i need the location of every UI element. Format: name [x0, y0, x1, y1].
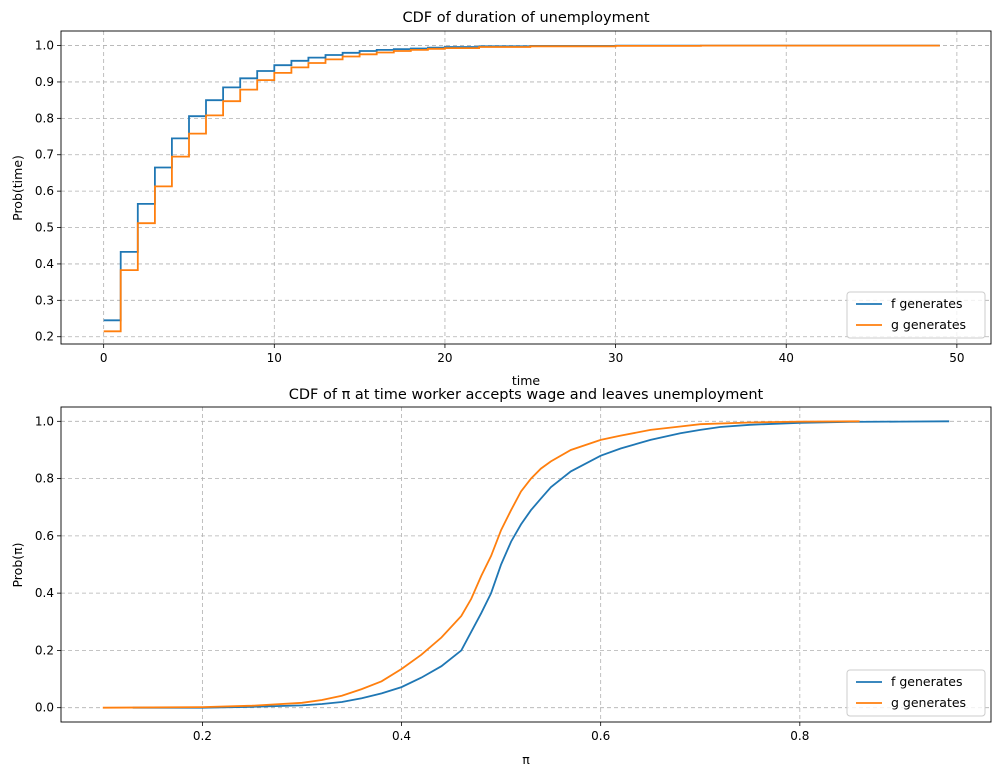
- axes-frame: [60, 406, 992, 723]
- series-group: [103, 44, 940, 333]
- y-axis-label: Prob(time): [10, 155, 25, 221]
- tick-group: 0 10 20 30 40 50 0.2 0.3 0.4 0.5 0.6 0.7 0.8 0.9 1.0: [35, 39, 965, 365]
- y-tick-label: 0.6: [35, 529, 54, 543]
- x-tick-label: 30: [608, 351, 623, 365]
- y-tick-label: 0.6: [35, 184, 54, 198]
- x-tick-label: 0.6: [591, 729, 610, 743]
- x-tick-label: 0.4: [392, 729, 411, 743]
- x-tick-label: 10: [267, 351, 282, 365]
- axes-frame: [60, 30, 992, 345]
- y-tick-label: 0.5: [35, 221, 54, 235]
- series-line-g: [103, 44, 940, 333]
- x-tick-label: 0.2: [193, 729, 212, 743]
- subplot-duration-cdf: CDF of duration of unemployment 0 10 20 30 4…: [10, 10, 992, 388]
- y-tick-label: 0.8: [35, 111, 54, 125]
- x-tick-label: 40: [779, 351, 794, 365]
- chart-title: CDF of π at time worker accepts wage and…: [289, 387, 764, 403]
- y-tick-label: 0.3: [35, 293, 54, 307]
- y-tick-label: 0.4: [35, 257, 54, 271]
- y-tick-label: 0.0: [35, 701, 54, 715]
- legend-label-g: g generates: [891, 695, 966, 710]
- y-tick-label: 0.2: [35, 330, 54, 344]
- series-group: [102, 420, 950, 709]
- tick-group: 0.2 0.4 0.6 0.8 0.0 0.2 0.4 0.6 0.8 1.0: [35, 414, 809, 743]
- y-tick-label: 0.9: [35, 75, 54, 89]
- x-tick-label: 0.8: [790, 729, 809, 743]
- legend-label-f: f generates: [891, 674, 963, 689]
- series-line-f: [103, 44, 940, 322]
- legend-label-g: g generates: [891, 317, 966, 332]
- x-axis-label: π: [522, 752, 530, 767]
- y-tick-label: 0.4: [35, 586, 54, 600]
- y-tick-label: 0.8: [35, 472, 54, 486]
- legend: f generates g generates: [846, 291, 986, 339]
- series-line-f: [132, 420, 950, 709]
- subplot-pi-cdf: CDF of π at time worker accepts wage and…: [10, 387, 992, 767]
- x-tick-label: 50: [949, 351, 964, 365]
- legend-label-f: f generates: [891, 296, 963, 311]
- y-axis-label: Prob(π): [10, 542, 25, 587]
- y-tick-label: 0.2: [35, 643, 54, 657]
- chart-title: CDF of duration of unemployment: [402, 10, 649, 26]
- y-tick-label: 1.0: [35, 39, 54, 53]
- x-axis-label: time: [512, 373, 541, 388]
- legend: f generates g generates: [846, 669, 986, 717]
- y-tick-label: 0.7: [35, 148, 54, 162]
- series-line-g: [102, 420, 860, 709]
- x-tick-label: 0: [100, 351, 108, 365]
- x-tick-label: 20: [437, 351, 452, 365]
- y-tick-label: 1.0: [35, 414, 54, 428]
